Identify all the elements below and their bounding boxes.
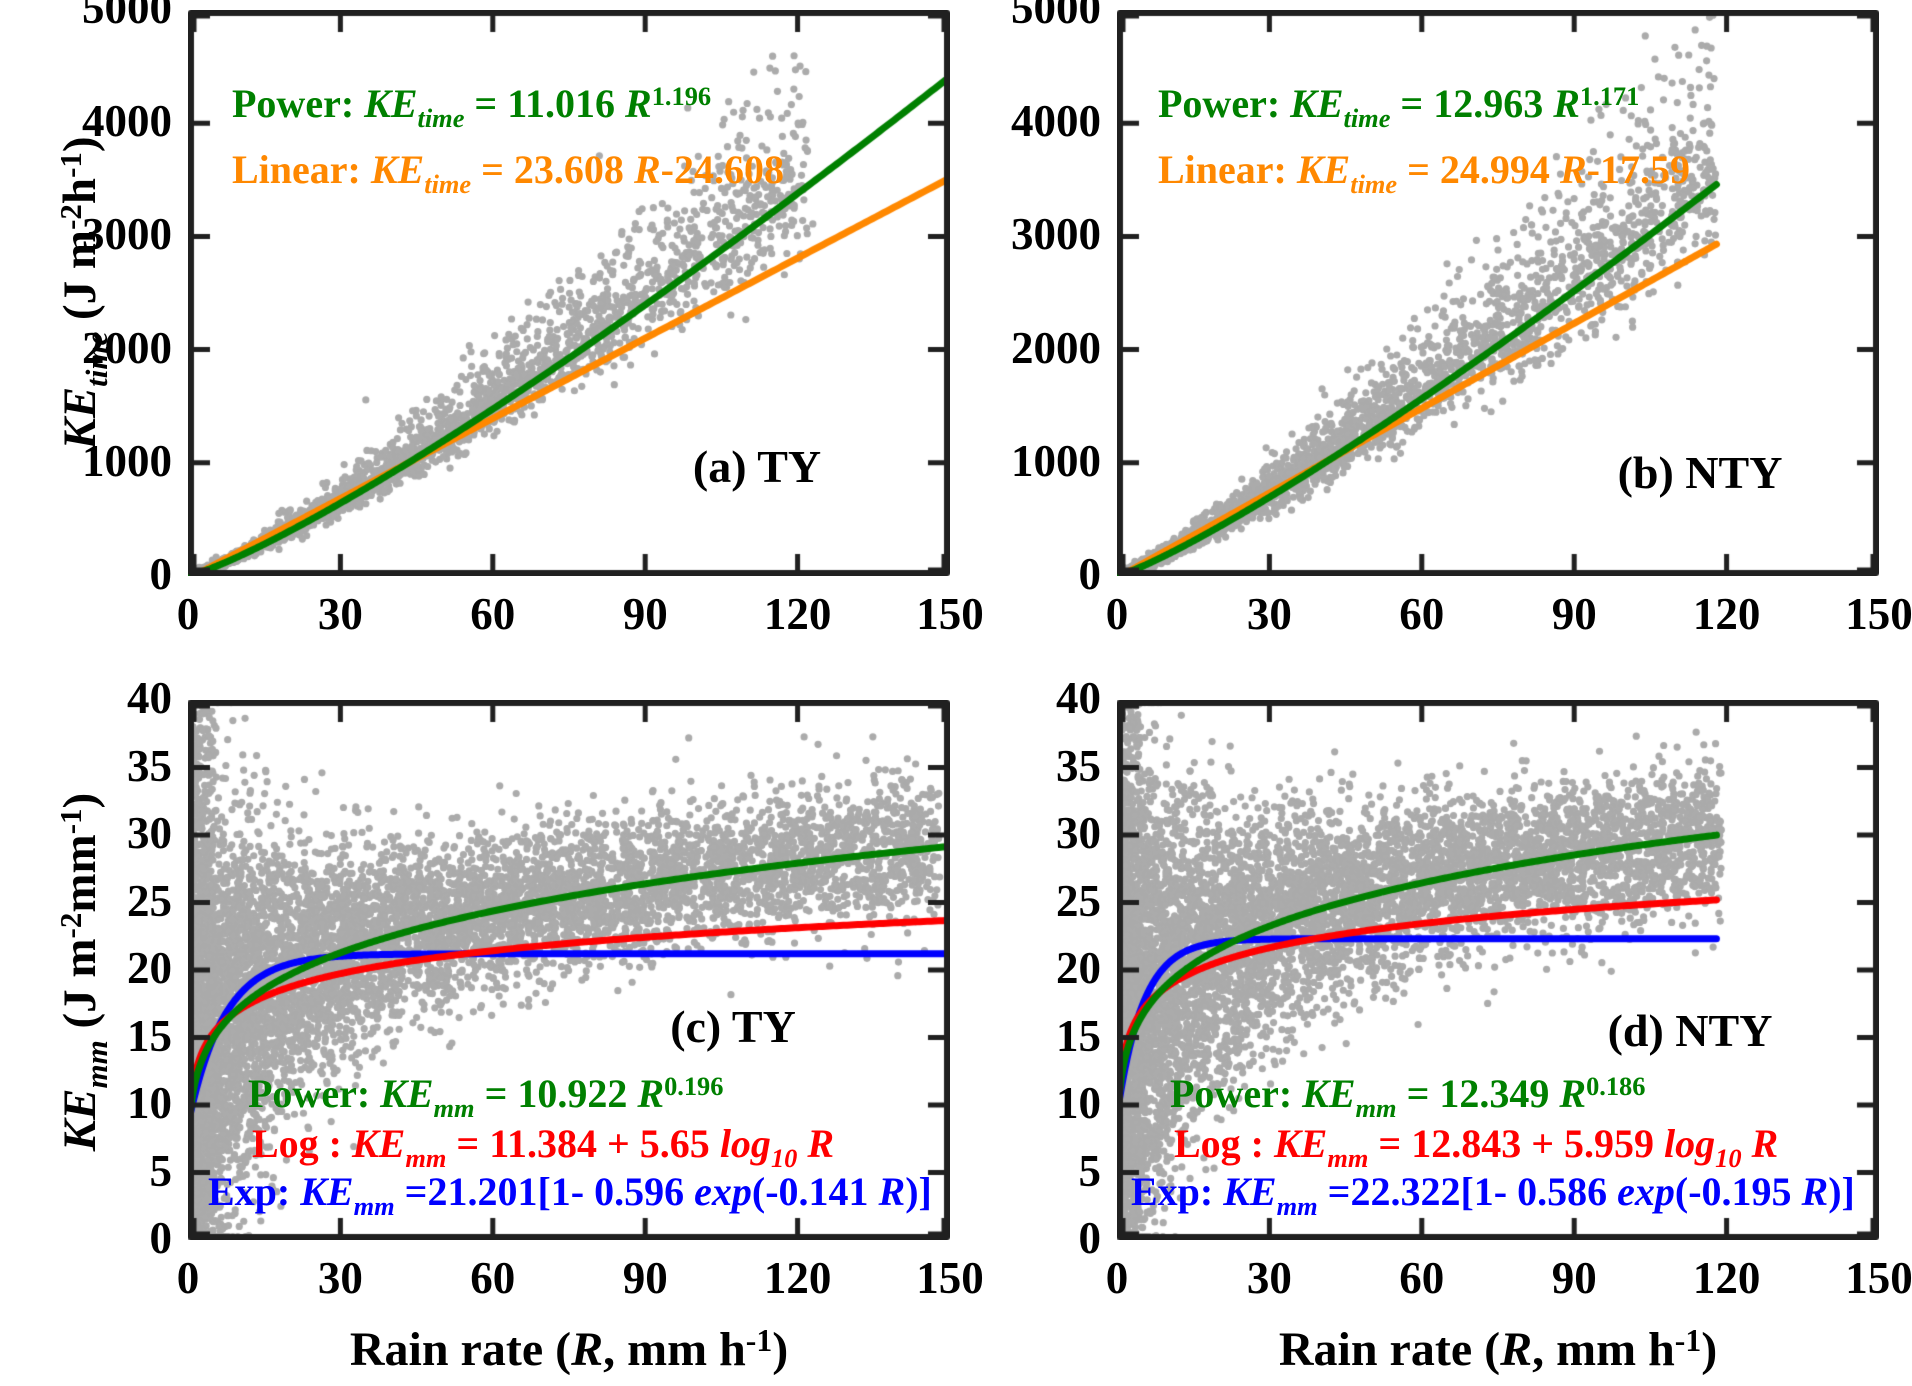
panel-c-y-tick-10: 10 bbox=[127, 1077, 172, 1128]
panel-c-y-tick-5: 5 bbox=[149, 1145, 173, 1196]
panel-d-x-tick-90: 90 bbox=[1551, 1253, 1597, 1303]
panel-c-y-tick-20: 20 bbox=[127, 942, 172, 993]
panel-d-x-tick-30: 30 bbox=[1246, 1253, 1292, 1303]
panel-b-x-tick-0: 0 bbox=[1105, 589, 1129, 639]
panel-a-x-tick-30: 30 bbox=[317, 589, 363, 639]
x-axis-label-left: Rain rate (R, mm h-1) bbox=[349, 1322, 789, 1376]
panel-b-x-tick-90: 90 bbox=[1551, 589, 1597, 639]
panel-a-equation-power: Power: KEtime = 11.016 R1.196 bbox=[232, 81, 712, 134]
panel-b-plot-canvas bbox=[1117, 10, 1879, 576]
panel-b-y-tick-1000: 1000 bbox=[1011, 435, 1101, 486]
panel-a-x-tick-60: 60 bbox=[470, 589, 516, 639]
panel-d-y-tick-20: 20 bbox=[1056, 942, 1101, 993]
panel-c-equation-log: Log : KEmm = 11.384 + 5.65 log10 R bbox=[252, 1121, 835, 1174]
panel-a-x-tick-120: 120 bbox=[763, 589, 832, 639]
panel-a-y-tick-3000: 3000 bbox=[82, 209, 172, 260]
panel-c-y-tick-35: 35 bbox=[127, 740, 172, 791]
panel-a-plot-canvas bbox=[188, 10, 950, 576]
panel-d-y-tick-10: 10 bbox=[1056, 1077, 1101, 1128]
panel-d-y-tick-40: 40 bbox=[1056, 672, 1101, 723]
panel-c-ty: (c) TY bbox=[188, 700, 950, 1240]
panel-b-x-tick-150: 150 bbox=[1845, 589, 1912, 639]
panel-d-corner-label: (d) NTY bbox=[1607, 1005, 1773, 1056]
panel-d-y-tick-5: 5 bbox=[1078, 1145, 1102, 1196]
panel-a-x-tick-150: 150 bbox=[916, 589, 984, 639]
panel-c-equation-power: Power: KEmm = 10.922 R0.196 bbox=[248, 1071, 724, 1124]
panel-d-x-tick-120: 120 bbox=[1692, 1253, 1761, 1303]
panel-b-y-tick-0: 0 bbox=[1078, 548, 1102, 599]
panel-b-corner-label: (b) NTY bbox=[1617, 447, 1783, 498]
panel-a-y-tick-5000: 5000 bbox=[82, 0, 172, 33]
panel-c-y-tick-15: 15 bbox=[127, 1010, 172, 1061]
panel-c-corner-label: (c) TY bbox=[670, 1001, 796, 1052]
panel-d-nty: (d) NTY bbox=[1117, 700, 1879, 1240]
panel-d-y-tick-35: 35 bbox=[1056, 740, 1101, 791]
panel-b-x-tick-120: 120 bbox=[1692, 589, 1761, 639]
panel-c-y-tick-30: 30 bbox=[127, 807, 172, 858]
panel-b-y-tick-5000: 5000 bbox=[1011, 0, 1101, 33]
panel-a-y-tick-1000: 1000 bbox=[82, 435, 172, 486]
panel-d-equation-power: Power: KEmm = 12.349 R0.186 bbox=[1170, 1071, 1646, 1124]
panel-a-y-tick-2000: 2000 bbox=[82, 322, 172, 373]
x-axis-label-right: Rain rate (R, mm h-1) bbox=[1278, 1322, 1718, 1376]
panel-d-x-tick-0: 0 bbox=[1105, 1253, 1129, 1303]
panel-c-x-tick-60: 60 bbox=[470, 1253, 516, 1303]
panel-c-x-tick-90: 90 bbox=[622, 1253, 668, 1303]
panel-b-x-tick-30: 30 bbox=[1246, 589, 1292, 639]
panel-c-y-tick-25: 25 bbox=[127, 875, 172, 926]
panel-d-equation-log: Log : KEmm = 12.843 + 5.959 log10 R bbox=[1174, 1121, 1779, 1174]
panel-d-plot-canvas bbox=[1117, 700, 1879, 1240]
panel-a-corner-label: (a) TY bbox=[692, 441, 822, 492]
panel-d-y-tick-15: 15 bbox=[1056, 1010, 1101, 1061]
panel-d-y-tick-0: 0 bbox=[1078, 1212, 1102, 1263]
panel-a-ty: (a) TY bbox=[188, 10, 950, 576]
panel-c-y-tick-0: 0 bbox=[149, 1212, 173, 1263]
panel-c-x-tick-30: 30 bbox=[317, 1253, 363, 1303]
panel-a-x-tick-0: 0 bbox=[176, 589, 200, 639]
panel-b-equation-power: Power: KEtime = 12.963 R1.171 bbox=[1158, 81, 1640, 134]
panel-d-x-tick-150: 150 bbox=[1845, 1253, 1912, 1303]
panel-c-x-tick-0: 0 bbox=[176, 1253, 200, 1303]
panel-c-x-tick-150: 150 bbox=[916, 1253, 984, 1303]
panel-b-y-tick-2000: 2000 bbox=[1011, 322, 1101, 373]
panel-b-y-tick-4000: 4000 bbox=[1011, 96, 1101, 147]
panel-b-nty: (b) NTY bbox=[1117, 10, 1879, 576]
panel-a-y-tick-4000: 4000 bbox=[82, 96, 172, 147]
panel-d-y-tick-25: 25 bbox=[1056, 875, 1101, 926]
panel-d-x-tick-60: 60 bbox=[1399, 1253, 1445, 1303]
panel-c-plot-canvas bbox=[188, 700, 950, 1240]
panel-c-y-tick-40: 40 bbox=[127, 672, 172, 723]
panel-b-y-tick-3000: 3000 bbox=[1011, 209, 1101, 260]
panel-a-equation-linear: Linear: KEtime = 23.608 R-24.608 bbox=[232, 147, 784, 200]
panel-c-equation-exp: Exp: KEmm =21.201[1- 0.596 exp(-0.141 R)… bbox=[208, 1169, 932, 1222]
panel-b-equation-linear: Linear: KEtime = 24.994 R-17.59 bbox=[1158, 147, 1690, 200]
y-axis-label-ketime: KEtime (J m-2h-1) bbox=[53, 136, 114, 450]
panel-c-x-tick-120: 120 bbox=[763, 1253, 832, 1303]
panel-d-y-tick-30: 30 bbox=[1056, 807, 1101, 858]
panel-d-equation-exp: Exp: KEmm =22.322[1- 0.586 exp(-0.195 R)… bbox=[1131, 1169, 1855, 1222]
panel-b-x-tick-60: 60 bbox=[1399, 589, 1445, 639]
panel-a-y-tick-0: 0 bbox=[149, 548, 173, 599]
panel-a-x-tick-90: 90 bbox=[622, 589, 668, 639]
